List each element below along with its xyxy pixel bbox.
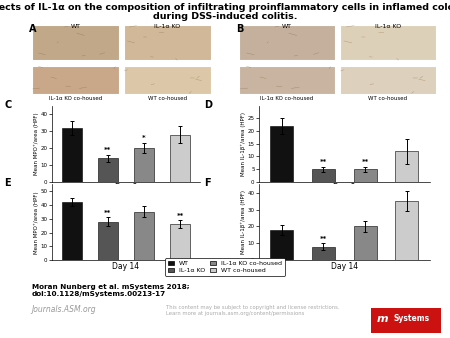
Bar bbox=[32, 66, 119, 94]
Bar bbox=[134, 148, 154, 182]
Text: WT: WT bbox=[71, 24, 81, 29]
Bar bbox=[270, 126, 293, 182]
Bar bbox=[62, 128, 81, 182]
Bar bbox=[98, 221, 118, 260]
Text: D: D bbox=[204, 100, 212, 110]
Bar bbox=[396, 151, 419, 182]
Text: IL-1α KO co-housed: IL-1α KO co-housed bbox=[261, 96, 314, 101]
Text: WT: WT bbox=[282, 24, 292, 29]
Text: **: ** bbox=[177, 213, 184, 219]
Bar bbox=[312, 247, 335, 260]
Bar bbox=[396, 201, 419, 260]
Text: Effects of IL-1α on the composition of infiltrating proinflammatory cells in inf: Effects of IL-1α on the composition of i… bbox=[0, 3, 450, 12]
Text: IL-1α KO: IL-1α KO bbox=[375, 24, 401, 29]
Bar bbox=[239, 25, 335, 60]
Bar bbox=[354, 226, 377, 260]
Text: F: F bbox=[204, 178, 211, 188]
Y-axis label: Mean IL-1β⁺/area (HPF): Mean IL-1β⁺/area (HPF) bbox=[241, 190, 246, 254]
Bar bbox=[124, 66, 212, 94]
Text: Systems: Systems bbox=[394, 314, 430, 323]
Bar bbox=[239, 66, 335, 94]
X-axis label: Day 14: Day 14 bbox=[331, 262, 358, 271]
Text: C: C bbox=[4, 100, 12, 110]
Text: *: * bbox=[142, 136, 146, 141]
Text: Moran Nunberg et al. mSystems 2018;: Moran Nunberg et al. mSystems 2018; bbox=[32, 284, 189, 290]
Text: Journals.ASM.org: Journals.ASM.org bbox=[32, 305, 96, 314]
Text: IL-1α KO co-housed: IL-1α KO co-housed bbox=[49, 96, 102, 101]
Text: **: ** bbox=[361, 159, 369, 165]
Text: This content may be subject to copyright and license restrictions.
Learn more at: This content may be subject to copyright… bbox=[166, 305, 340, 316]
Bar bbox=[171, 224, 190, 260]
Legend: WT, IL-1α KO, IL-1α KO co-housed, WT co-housed: WT, IL-1α KO, IL-1α KO co-housed, WT co-… bbox=[165, 259, 285, 276]
Bar bbox=[354, 169, 377, 182]
Text: WT co-housed: WT co-housed bbox=[148, 96, 187, 101]
Text: IL-1α KO: IL-1α KO bbox=[154, 24, 181, 29]
Y-axis label: Mean MPO⁺/area (HPF): Mean MPO⁺/area (HPF) bbox=[34, 113, 39, 175]
Text: during DSS-induced colitis.: during DSS-induced colitis. bbox=[153, 12, 297, 21]
Text: **: ** bbox=[320, 159, 327, 165]
Bar bbox=[270, 230, 293, 260]
Bar bbox=[32, 25, 119, 60]
Text: **: ** bbox=[320, 236, 327, 242]
Y-axis label: Mean MPO⁺/area (HPF): Mean MPO⁺/area (HPF) bbox=[34, 191, 39, 254]
Text: **: ** bbox=[104, 147, 112, 153]
Bar bbox=[312, 169, 335, 182]
Text: A: A bbox=[29, 24, 36, 34]
Text: B: B bbox=[236, 24, 243, 34]
Text: m: m bbox=[377, 314, 388, 324]
Bar bbox=[62, 202, 81, 260]
Y-axis label: Mean IL-1β⁺/area (HPF): Mean IL-1β⁺/area (HPF) bbox=[241, 112, 246, 176]
Text: E: E bbox=[4, 178, 11, 188]
X-axis label: Day 8: Day 8 bbox=[333, 183, 356, 192]
Bar bbox=[124, 25, 212, 60]
X-axis label: Day 8: Day 8 bbox=[115, 183, 137, 192]
Bar bbox=[134, 212, 154, 260]
Text: WT co-housed: WT co-housed bbox=[369, 96, 408, 101]
Bar bbox=[171, 135, 190, 182]
Bar bbox=[98, 158, 118, 182]
Text: doi:10.1128/mSystems.00213-17: doi:10.1128/mSystems.00213-17 bbox=[32, 291, 166, 297]
Text: **: ** bbox=[104, 210, 112, 216]
X-axis label: Day 14: Day 14 bbox=[112, 262, 140, 271]
Bar bbox=[340, 66, 436, 94]
Bar bbox=[340, 25, 436, 60]
